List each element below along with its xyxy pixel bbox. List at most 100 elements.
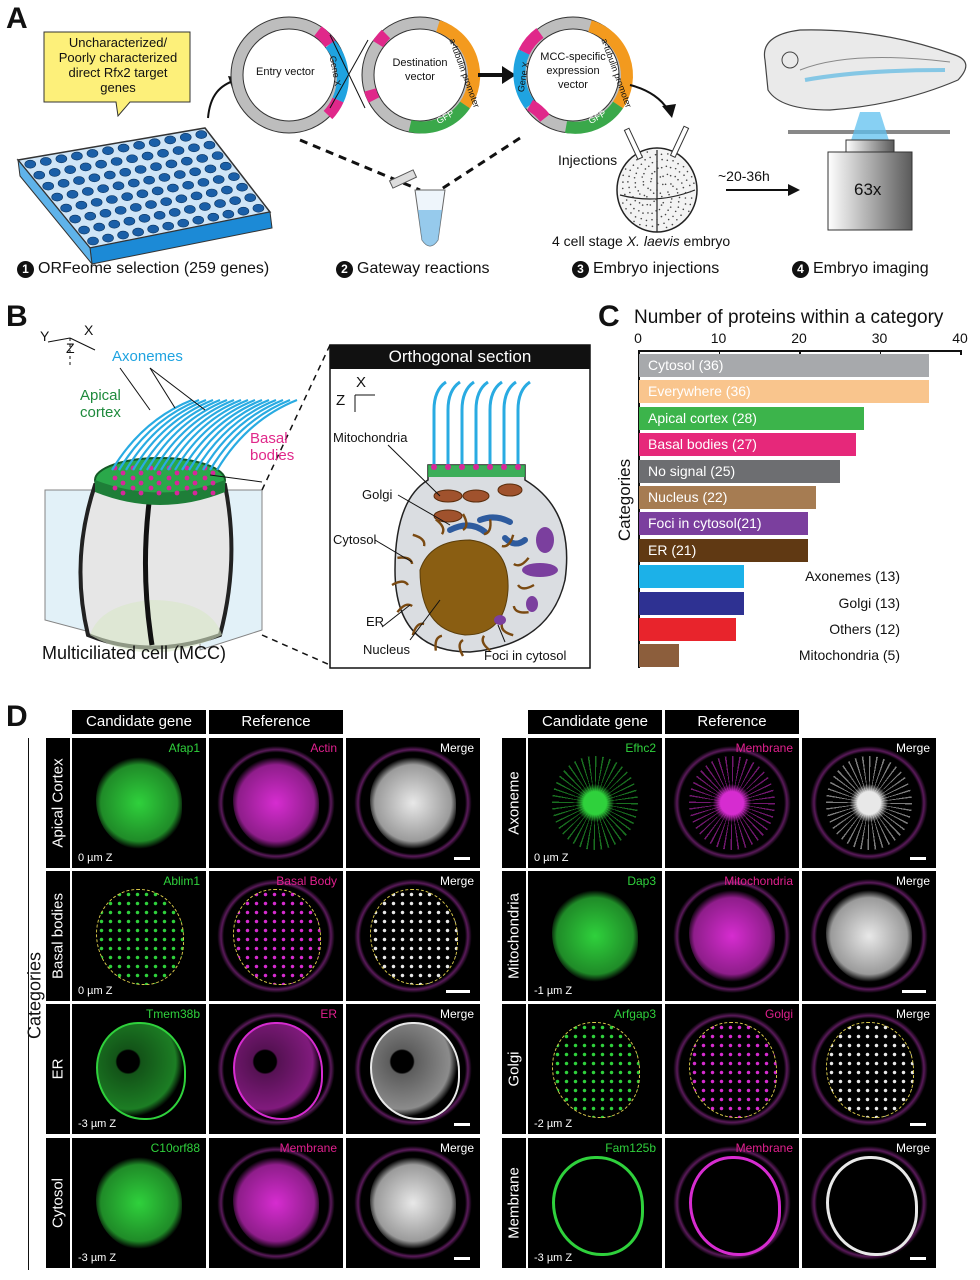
right-merge-channel-image: Merge xyxy=(802,871,936,1001)
right-green-channel-image: Efhc2 0 µm Z xyxy=(528,738,662,868)
cell-signal xyxy=(370,756,456,850)
embryo-stipple xyxy=(652,192,655,195)
plate-well xyxy=(158,173,171,182)
plate-well xyxy=(121,192,133,201)
embryo-stipple xyxy=(693,182,695,184)
axis-y-label: Y xyxy=(40,328,50,344)
reference-marker-name: Golgi xyxy=(764,1007,793,1021)
axoneme xyxy=(139,398,221,471)
axoneme xyxy=(188,398,270,471)
er-squiggle xyxy=(391,580,410,587)
embryo-stipple xyxy=(668,193,670,196)
right-green-channel-image: Fam125b -3 µm Z xyxy=(528,1138,662,1268)
embryo-stipple xyxy=(689,190,692,193)
embryo-stipple xyxy=(633,176,636,179)
basal-body-dot xyxy=(156,480,162,486)
embryo-stipple xyxy=(634,216,637,218)
basal-body-dot xyxy=(138,470,144,476)
orth-basal-body xyxy=(431,464,437,470)
plate-well xyxy=(212,175,225,184)
step-4: 4 Embryo imaging xyxy=(792,260,929,278)
basal-body-dot xyxy=(192,470,198,476)
embryo-stipple xyxy=(677,162,679,165)
plate-well xyxy=(136,189,149,199)
embryo-stipple xyxy=(662,175,664,178)
bar-row: Nucleus (22) xyxy=(639,486,964,509)
z-depth-label: 0 µm Z xyxy=(78,985,113,997)
embryo-stipple xyxy=(641,204,644,206)
right-magenta-channel-image: Membrane xyxy=(665,1138,799,1268)
embryo-stipple xyxy=(646,195,648,198)
bar-label: Others (12) xyxy=(829,621,900,637)
left-merge-channel-image: Merge xyxy=(346,738,480,868)
plate-well xyxy=(172,146,185,155)
embryo-stipple xyxy=(647,165,650,168)
left-merge-channel-image: Merge xyxy=(346,1138,480,1268)
plate-well xyxy=(93,222,105,232)
right-green-channel-image: Dap3 -1 µm Z xyxy=(528,871,662,1001)
orth-basal-body xyxy=(487,464,493,470)
left-header-reference: Reference xyxy=(209,710,343,734)
embryo-stipple xyxy=(622,174,624,177)
plate-well xyxy=(66,189,79,199)
plate-well xyxy=(132,227,144,237)
reference-marker-name: Membrane xyxy=(735,1141,793,1155)
plate-well xyxy=(195,130,208,139)
embryo-stipple xyxy=(682,165,685,168)
plate-well xyxy=(69,214,81,224)
y-axis-line xyxy=(638,350,640,668)
embryo-stipple xyxy=(628,186,630,189)
plate-well xyxy=(134,165,147,174)
basal-body-dot xyxy=(174,490,180,496)
x-tick-label: 0 xyxy=(634,330,642,346)
embryo-stipple xyxy=(634,182,637,184)
plate-well xyxy=(104,170,116,180)
embryo-stipple xyxy=(684,191,687,194)
plate-well xyxy=(87,236,99,246)
embryo-stipple xyxy=(645,219,648,222)
er-squiggle xyxy=(412,533,426,547)
plate-well xyxy=(153,211,166,220)
plate-well xyxy=(190,191,203,201)
embryo-stipple xyxy=(640,163,643,166)
embryo-stipple xyxy=(667,209,669,212)
plate-well xyxy=(199,202,211,211)
er-squiggle xyxy=(481,635,491,652)
bar-row: ER (21) xyxy=(639,538,964,562)
x-axis-line xyxy=(638,350,960,352)
embryo-stipple xyxy=(657,167,659,169)
tadpole xyxy=(763,29,967,111)
plate-well xyxy=(64,165,76,174)
embryo-stipple xyxy=(645,224,648,227)
bar-label: Everywhere (36) xyxy=(648,383,751,400)
embryo-stipple xyxy=(683,174,685,177)
merge-label: Merge xyxy=(439,1007,474,1021)
reference-marker-name: ER xyxy=(320,1007,337,1021)
cell-signal xyxy=(826,756,912,850)
bar-chart: 0 10 20 30 40 Cytosol (36) Everywhere (36) Api… xyxy=(634,330,968,670)
embryo-stipple xyxy=(667,218,670,221)
cell-signal xyxy=(96,756,182,850)
plate-well xyxy=(157,149,169,158)
embryo-stipple xyxy=(669,206,672,208)
left-green-channel-image: Ablim1 0 µm Z xyxy=(72,871,206,1001)
plate-well xyxy=(188,143,200,153)
step-4-label: Embryo imaging xyxy=(813,260,929,277)
plate-well xyxy=(237,206,250,216)
cell-signal xyxy=(233,1022,323,1120)
golgi-label: Golgi xyxy=(362,487,393,502)
basal-body-dot xyxy=(166,485,172,491)
cell-signal xyxy=(689,889,775,983)
embryo-stipple xyxy=(624,193,626,196)
cell-signal xyxy=(689,1022,777,1118)
injections-label: Injections xyxy=(558,152,618,168)
plate-well xyxy=(123,216,136,226)
z-depth-label: -2 µm Z xyxy=(534,1118,573,1130)
bar-label: ER (21) xyxy=(648,541,697,558)
embryo-stipple xyxy=(684,197,687,199)
er-squiggle xyxy=(516,583,535,590)
embryo-stipple xyxy=(681,182,683,184)
embryo-stipple xyxy=(666,173,669,176)
cell-signal xyxy=(689,756,775,850)
basal-body-dot xyxy=(210,470,216,476)
